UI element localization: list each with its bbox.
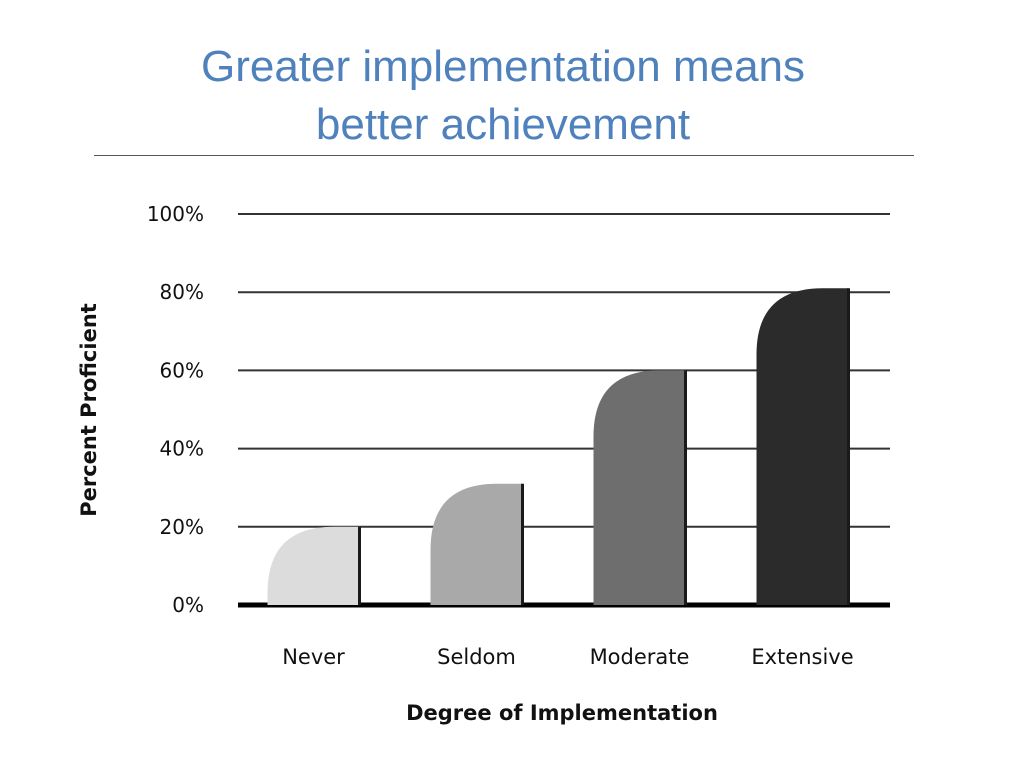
x-category-label: Seldom	[437, 645, 516, 669]
y-tick-label: 0%	[172, 593, 204, 617]
y-tick-labels: 0% 20% 40% 60% 80% 100%	[147, 202, 204, 617]
bar-never	[267, 526, 360, 605]
bar-extensive	[756, 288, 849, 605]
y-tick-label: 80%	[160, 280, 204, 304]
y-tick-label: 40%	[160, 437, 204, 461]
x-axis-title: Degree of Implementation	[406, 701, 718, 725]
bar-seldom	[430, 483, 523, 605]
slide-title-line-2: better achievement	[315, 100, 691, 149]
y-axis-title: Percent Proficient	[77, 303, 101, 517]
x-category-label: Never	[282, 645, 345, 669]
bar-moderate	[593, 370, 686, 605]
bars	[267, 288, 850, 605]
x-category-label: Moderate	[590, 645, 690, 669]
x-category-labels: Never Seldom Moderate Extensive	[282, 645, 853, 669]
slide-title: Greater implementation means better achi…	[92, 38, 914, 154]
x-category-label: Extensive	[751, 645, 853, 669]
y-tick-label: 20%	[160, 515, 204, 539]
title-divider	[94, 155, 914, 156]
y-tick-label: 100%	[147, 202, 204, 226]
slide-title-line-1: Greater implementation means	[200, 42, 806, 91]
y-tick-label: 60%	[160, 358, 204, 382]
